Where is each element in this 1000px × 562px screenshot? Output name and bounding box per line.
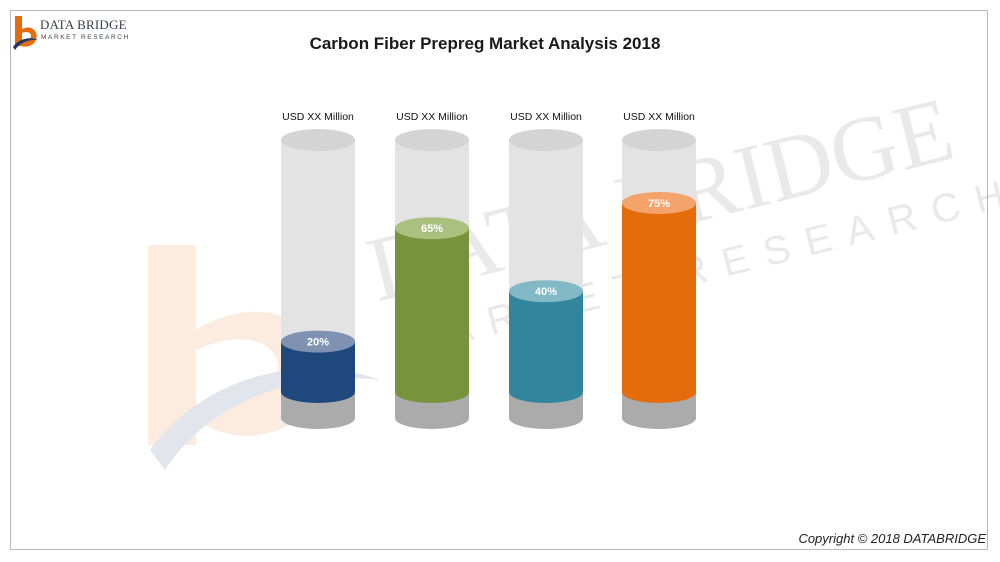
data-bridge-logo-icon [13, 16, 38, 50]
data-label: 75% [648, 198, 670, 210]
cylinder-bar-bottom [622, 381, 696, 403]
cylinder-base-shadow-bottom [281, 407, 355, 429]
cylinder-base-shadow-bottom [622, 407, 696, 429]
cylinder-bar-cap [509, 280, 583, 303]
cylinder-tube-top [395, 129, 469, 151]
cylinder-bar-cap [281, 330, 355, 353]
cylinder-base-shadow-bottom [509, 407, 583, 429]
cylinder-tube-top [622, 129, 696, 151]
logo-brand-name: DATA BRIDGE [40, 17, 127, 32]
brand-logo: DATA BRIDGE MARKET RESEARCH [12, 14, 142, 54]
bar-top-label: USD XX Million [396, 111, 468, 123]
data-label: 20% [307, 337, 329, 349]
data-label: 65% [421, 223, 443, 235]
bar-top-label: USD XX Million [282, 111, 354, 123]
cylinder-bar-bottom [281, 381, 355, 403]
chart-title: Carbon Fiber Prepreg Market Analysis 201… [309, 34, 661, 53]
cylinder-bar-cap [622, 192, 696, 214]
bar-top-label: USD XX Million [510, 111, 582, 123]
cylinder-bar [509, 291, 583, 392]
copyright-text: Copyright © 2018 DATABRIDGE [798, 531, 986, 546]
data-label: 40% [535, 286, 557, 298]
cylinder-tube-top [281, 129, 355, 151]
cylinder-tube-top [509, 129, 583, 151]
cylinder-base-shadow-bottom [395, 407, 469, 429]
cylinder-bar-bottom [395, 381, 469, 403]
logo-tagline: MARKET RESEARCH [41, 34, 130, 41]
cylinder-bar [395, 228, 469, 392]
bar-top-label: USD XX Million [623, 111, 695, 123]
chart-bars: 20% USD XX Million 65% USD XX Million 40% USD… [281, 111, 696, 429]
cylinder-bar-cap [395, 217, 469, 240]
chart-frame [10, 10, 988, 550]
cylinder-bar-bottom [509, 381, 583, 403]
cylinder-bar [622, 203, 696, 392]
